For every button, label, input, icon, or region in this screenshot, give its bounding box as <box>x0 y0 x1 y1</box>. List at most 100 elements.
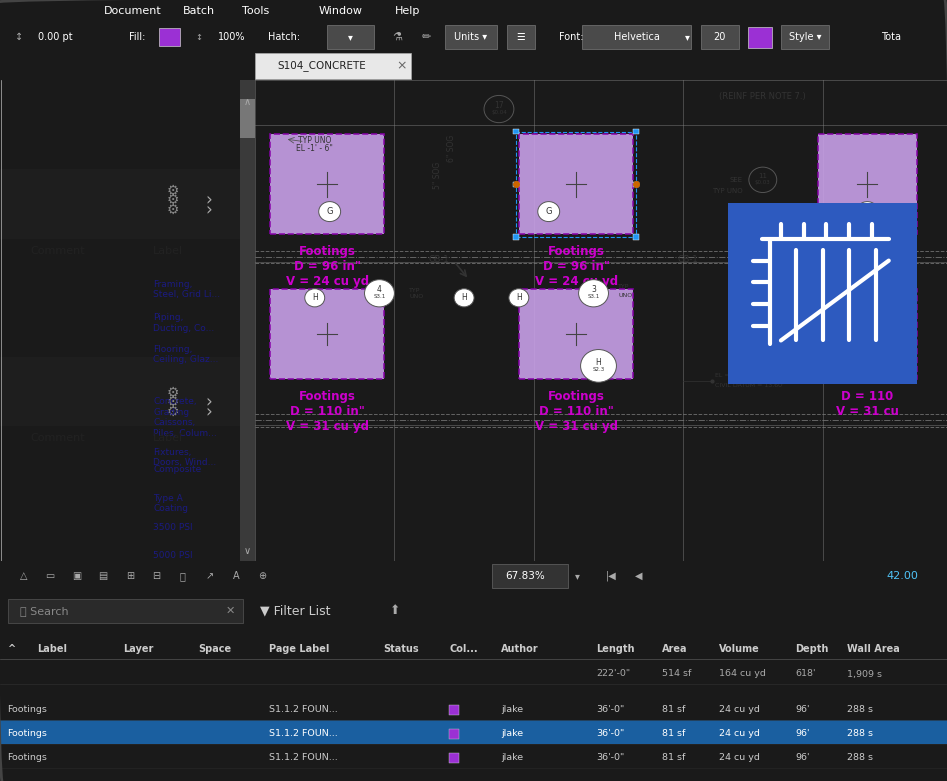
Text: ☰: ☰ <box>516 32 526 42</box>
Text: 36'-0": 36'-0" <box>596 729 624 739</box>
Text: S1.1.2 FOUN...: S1.1.2 FOUN... <box>269 754 338 762</box>
Text: 24 cu yd: 24 cu yd <box>719 705 759 715</box>
Bar <box>513 129 519 134</box>
Text: ▾: ▾ <box>685 32 690 42</box>
Text: 81 sf: 81 sf <box>662 754 686 762</box>
Text: CIVIL DATUM = 13.60': CIVIL DATUM = 13.60' <box>715 383 784 388</box>
Text: 288 s: 288 s <box>847 705 873 715</box>
Bar <box>270 289 384 380</box>
Bar <box>817 134 917 234</box>
Text: △: △ <box>20 571 27 581</box>
Text: SEE: SEE <box>730 177 742 183</box>
Text: 100%: 100% <box>218 32 245 42</box>
Bar <box>748 27 772 48</box>
Text: H: H <box>516 294 522 302</box>
Circle shape <box>856 201 878 222</box>
Bar <box>519 134 634 234</box>
Text: Footings
D = 110 in"
V = 31 cu yd: Footings D = 110 in" V = 31 cu yd <box>286 390 368 433</box>
Text: 5000 PSI: 5000 PSI <box>153 551 192 561</box>
Text: G: G <box>327 207 333 216</box>
Text: ⚙: ⚙ <box>168 193 180 207</box>
Text: 288 s: 288 s <box>847 754 873 762</box>
Text: ◀: ◀ <box>634 571 642 581</box>
Text: 67.83%: 67.83% <box>506 571 545 581</box>
Text: Footin
D = 96
V = 24 c: Footin D = 96 V = 24 c <box>840 245 895 288</box>
Circle shape <box>365 280 394 307</box>
Bar <box>449 729 459 739</box>
Text: S3.1: S3.1 <box>587 294 599 299</box>
Text: 20: 20 <box>713 32 726 42</box>
Bar <box>634 182 639 187</box>
Text: Status: Status <box>383 644 419 654</box>
Text: ▾: ▾ <box>348 32 353 42</box>
Circle shape <box>319 201 341 222</box>
Text: A: A <box>233 571 239 581</box>
Text: Font:: Font: <box>559 32 583 42</box>
Text: ▣: ▣ <box>72 571 81 581</box>
Text: ⊕: ⊕ <box>259 571 266 581</box>
Text: Tools: Tools <box>242 6 269 16</box>
Circle shape <box>305 289 325 307</box>
FancyBboxPatch shape <box>445 25 497 49</box>
Text: ✏: ✏ <box>421 32 431 42</box>
Text: 1,909 s: 1,909 s <box>847 669 882 679</box>
Text: ▾: ▾ <box>575 571 581 581</box>
Bar <box>516 132 636 237</box>
Text: Comment: Comment <box>30 246 85 255</box>
Text: 81 sf: 81 sf <box>662 705 686 715</box>
Bar <box>0 357 947 426</box>
Text: Col...: Col... <box>449 644 477 654</box>
Text: 3500 PSI: 3500 PSI <box>153 522 192 532</box>
Text: ↕: ↕ <box>15 32 23 42</box>
Text: ⊟: ⊟ <box>152 571 160 581</box>
Text: 4: 4 <box>377 285 382 294</box>
Text: Depth: Depth <box>795 644 829 654</box>
Text: S3.1: S3.1 <box>373 294 385 299</box>
Bar <box>817 289 917 380</box>
FancyBboxPatch shape <box>781 25 829 49</box>
Text: Batch: Batch <box>183 6 215 16</box>
Text: Units ▾: Units ▾ <box>455 32 487 42</box>
Text: Space: Space <box>198 644 231 654</box>
Text: TYP UNO: TYP UNO <box>298 136 331 145</box>
Text: |◀: |◀ <box>606 571 616 581</box>
Bar <box>513 182 519 187</box>
Text: 164 cu yd: 164 cu yd <box>719 669 766 679</box>
Bar <box>449 753 459 763</box>
Text: ⚗: ⚗ <box>393 32 402 42</box>
Text: S2.3: S2.3 <box>593 367 604 372</box>
Text: Label: Label <box>37 644 67 654</box>
Text: ⊞: ⊞ <box>126 571 134 581</box>
Text: jlake: jlake <box>501 729 523 739</box>
Text: 42.00: 42.00 <box>886 571 919 581</box>
Text: 36'-0": 36'-0" <box>596 705 624 715</box>
Text: ↗: ↗ <box>205 571 213 581</box>
Text: Document: Document <box>104 6 161 16</box>
Text: ↕: ↕ <box>195 33 203 41</box>
Text: 11: 11 <box>759 173 767 179</box>
FancyBboxPatch shape <box>701 25 739 49</box>
Text: ⚙: ⚙ <box>168 395 180 409</box>
Text: Type A
Coating: Type A Coating <box>153 494 188 513</box>
Text: S1.1.2 FOUN...: S1.1.2 FOUN... <box>269 705 338 715</box>
Text: 36'-0": 36'-0" <box>596 754 624 762</box>
Text: ∧: ∧ <box>243 97 251 107</box>
Text: 6" SOG: 6" SOG <box>447 134 456 162</box>
Bar <box>270 134 384 234</box>
Text: H: H <box>312 294 317 302</box>
Text: Footings: Footings <box>7 754 46 762</box>
Text: ^: ^ <box>7 644 15 654</box>
Text: ▤: ▤ <box>98 571 108 581</box>
Text: G: G <box>864 207 870 216</box>
Text: ⚙: ⚙ <box>168 184 180 198</box>
Text: Window: Window <box>319 6 363 16</box>
Text: Area: Area <box>662 644 688 654</box>
Text: ⚙: ⚙ <box>168 405 180 419</box>
Text: 24 cu yd: 24 cu yd <box>719 754 759 762</box>
Text: EL = 0'-0": EL = 0'-0" <box>715 373 746 378</box>
Circle shape <box>579 280 609 307</box>
Text: 17: 17 <box>494 101 504 110</box>
Text: ›: › <box>205 394 212 412</box>
Text: S104_CONCRETE: S104_CONCRETE <box>277 60 366 71</box>
Text: TYP: TYP <box>618 284 630 290</box>
